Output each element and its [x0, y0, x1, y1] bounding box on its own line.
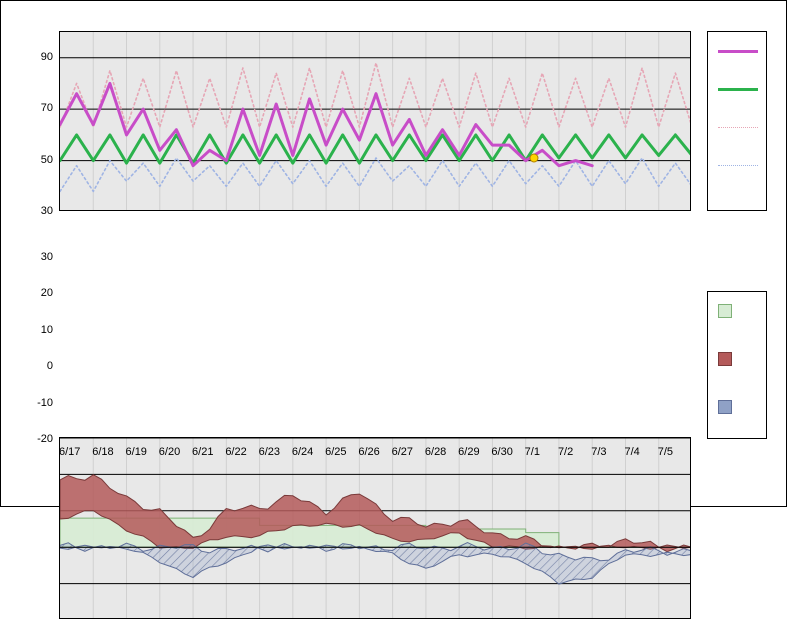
x-tick-date: 6/27 [392, 446, 413, 458]
legend-swatch [718, 304, 732, 318]
x-tick-date: 6/28 [425, 446, 446, 458]
x-tick-date: 6/23 [259, 446, 280, 458]
y-tick-bottom: 30 [41, 251, 53, 263]
x-tick-date: 7/4 [624, 446, 639, 458]
top-line-chart [59, 31, 691, 211]
x-tick-date: 6/20 [159, 446, 180, 458]
legend-item-above-normal [718, 350, 756, 368]
y-tick-top: 30 [41, 205, 53, 217]
legend-item-actual [718, 42, 756, 60]
x-tick-date: 6/18 [92, 446, 113, 458]
x-tick-date: 6/26 [358, 446, 379, 458]
y-tick-bottom: 10 [41, 324, 53, 336]
x-tick-date: 7/5 [658, 446, 673, 458]
y-tick-bottom: 20 [41, 287, 53, 299]
x-tick-date: 6/24 [292, 446, 313, 458]
bottom-chart-svg [60, 438, 691, 619]
x-tick-date: 6/17 [59, 446, 80, 458]
legend-swatch [718, 50, 758, 53]
bottom-area-chart [59, 437, 691, 619]
legend-item-below-normal [718, 398, 756, 416]
top-chart-svg [60, 32, 691, 211]
bottom-chart-legend [707, 291, 767, 439]
legend-item-record-low [718, 156, 756, 174]
x-tick-date: 6/29 [458, 446, 479, 458]
legend-swatch [718, 88, 758, 91]
x-tick-date: 6/30 [491, 446, 512, 458]
legend-item-average [718, 80, 756, 98]
top-chart-legend [707, 31, 767, 211]
y-tick-top: 90 [41, 51, 53, 63]
legend-swatch [718, 400, 732, 414]
y-tick-bottom: -20 [37, 433, 53, 445]
legend-swatch [718, 127, 758, 128]
y-tick-top: 70 [41, 102, 53, 114]
x-tick-date: 6/22 [225, 446, 246, 458]
x-tick-date: 6/21 [192, 446, 213, 458]
x-tick-date: 6/25 [325, 446, 346, 458]
legend-item-record-high [718, 118, 756, 136]
chart-frame: 30 50 70 90 -20 -10 0 10 20 30 6/17 6/18 6/19 6/20 6/2… [0, 0, 787, 507]
x-tick-date: 7/3 [591, 446, 606, 458]
legend-item-normal-departure [718, 302, 756, 320]
y-tick-bottom: -10 [37, 397, 53, 409]
x-tick-date: 7/2 [558, 446, 573, 458]
legend-swatch [718, 352, 732, 366]
y-tick-bottom: 0 [47, 360, 53, 372]
x-tick-date: 7/1 [525, 446, 540, 458]
y-tick-top: 50 [41, 154, 53, 166]
x-tick-date: 6/19 [126, 446, 147, 458]
legend-swatch [718, 165, 758, 166]
